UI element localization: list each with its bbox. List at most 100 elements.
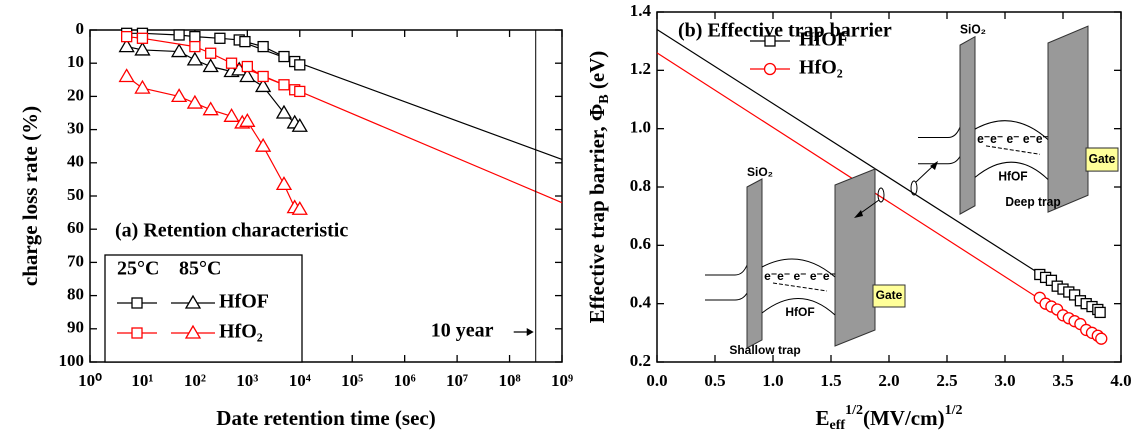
marker-square [764,35,776,47]
marker-square [239,35,251,48]
x-tick-label: 1.0 [762,371,783,390]
x-tick-label: 2.5 [936,371,957,390]
gate-plate [834,168,876,347]
marker-square [205,47,217,59]
x-tick-label: 10⁵ [341,371,363,390]
marker-triangle [184,324,202,339]
band-line [918,126,961,139]
y-axis-label-part: Effective trap barrier, Φ [585,104,609,324]
band-line [974,161,1049,180]
band-line [974,120,1049,140]
marker-square [173,29,185,41]
marker-square [1045,274,1058,286]
oxide-plate [959,35,976,216]
x-tick-label: 10² [184,371,206,390]
marker-triangle [223,108,240,122]
marker-square [257,70,269,83]
y-axis-label-part: B [597,94,612,103]
trap-line [772,282,828,292]
marker-square [131,327,143,339]
marker-triangle [186,51,204,66]
x-tick-label: 10⁶ [394,371,416,390]
marker-square [1068,289,1081,301]
legend-label: HfO₂ [799,57,843,79]
electrons-label: e⁻e⁻ e⁻ e⁻e⁻ [977,132,1049,146]
y-tick-label: 50 [67,185,84,204]
x-tick-label: 10⁴ [289,371,311,390]
band-line [705,292,748,301]
marker-triangle [254,137,272,152]
marker-square [257,40,269,53]
y-axis-label: Effective trap barrier, ΦB (eV) [585,51,612,324]
x-axis-label: Eeff1/2(MV/cm)1/2 [816,403,963,433]
x-tick-label: 0.5 [704,371,725,390]
marker-triangle [170,43,188,58]
x-axis-label-part: eff [830,418,846,433]
marker-square [241,60,253,73]
marker-square [189,30,201,43]
legend-label: HfOF [219,291,269,313]
marker-square [278,79,290,91]
oxide-label: SiO₂ [747,165,773,179]
marker-triangle [118,68,135,83]
y-axis-label-part: (eV) [585,51,609,95]
x-tick-label: 10⁸ [499,371,521,390]
oxide-plate [746,178,763,349]
pointer-ellipse [910,180,918,196]
x-tick-label: 10⁷ [446,371,468,390]
chart-title: (b) Effective trap barrier [678,20,892,42]
marker-square [225,57,238,69]
y-tick-label: 70 [67,251,84,270]
electrons-label: e⁻e⁻ e⁻ e⁻e⁻ [764,269,836,283]
legend: HfOF HfO₂ [750,29,849,79]
marker-square [189,40,201,53]
legend-header: 85°C [179,258,221,280]
marker-triangle [170,88,188,103]
marker-triangle [291,200,308,215]
y-tick-label: 0.2 [630,351,651,370]
x-axis-label-part: 1/2 [845,403,863,418]
fit-line [656,28,1101,313]
marker-circle [763,62,777,76]
band-line [705,264,748,276]
arrow-head [854,210,863,218]
marker-triangle [275,104,293,119]
y-tick-label: 0.8 [630,176,651,195]
x-axis-label-part: 1/2 [945,403,963,418]
y-axis-label: charge loss rate (%) [18,106,42,286]
y-tick-label: 80 [67,285,84,304]
x-tick-label: 1.5 [820,371,841,390]
y-tick-label: 90 [67,318,84,337]
x-axis-label-part: E [816,406,830,430]
x-axis-label: Date retention time (sec) [216,406,435,430]
x-tick-label: 3.0 [994,371,1015,390]
pointer-arrow [915,164,935,183]
x-tick-label: 0.0 [646,371,667,390]
marker-triangle [202,101,219,116]
fit-line [656,52,1102,340]
y-tick-label: 10 [67,52,84,71]
series-line [126,75,300,210]
oxide-label: SiO₂ [960,22,986,36]
gate-label: Gate [1089,152,1116,166]
y-tick-label: 0.4 [630,293,652,312]
gate-label: Gate [876,288,903,302]
x-tick-label: 3.5 [1052,371,1073,390]
marker-triangle [239,68,256,83]
x-axis-label-part: (MV/cm) [863,406,945,430]
band-diagram: SiO₂ e⁻e⁻ e⁻ e⁻e⁻ HfOF Shallow trap Gate [705,165,906,357]
band-line [918,156,961,165]
legend-label: HfOF [799,29,849,51]
band-line [761,298,836,316]
x-tick-label: 10³ [236,371,258,390]
marker-square [136,32,149,44]
decorations [854,161,938,218]
layer-label: HfOF [998,169,1028,183]
gate-plate [1047,25,1089,213]
pointer-ellipse [877,187,885,203]
marker-triangle [291,117,308,132]
marker-square [131,297,143,309]
ten-year-label: 10 year [431,320,494,342]
gate-box [1085,147,1119,172]
